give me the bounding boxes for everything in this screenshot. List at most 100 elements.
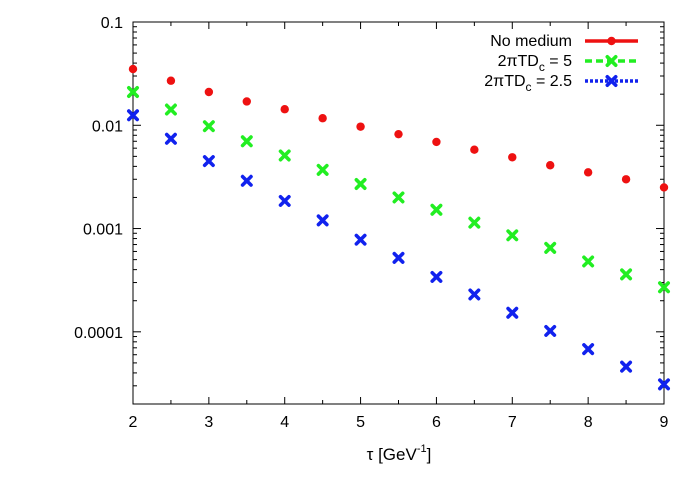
data-point-stroke	[430, 203, 443, 216]
data-point-stroke	[202, 155, 215, 168]
data-point-stroke	[582, 255, 595, 268]
data-point	[620, 360, 633, 373]
data-point-stroke	[240, 174, 253, 187]
legend-label-main: No medium	[490, 33, 572, 50]
data-point-stroke	[582, 343, 595, 356]
data-point	[278, 149, 291, 162]
data-point	[164, 132, 177, 145]
data-point	[582, 343, 595, 356]
x-tick-label: 4	[280, 414, 289, 431]
data-point-stroke	[164, 132, 177, 145]
x-axis-label: τ [GeV-1]	[367, 443, 432, 464]
x-tick-label: 9	[660, 414, 669, 431]
data-point	[657, 281, 671, 294]
x-tick-label: 8	[584, 414, 593, 431]
legend-marker	[605, 54, 618, 67]
series-2	[127, 109, 671, 391]
data-point	[432, 137, 441, 147]
legend-label-sub: c	[539, 60, 545, 74]
data-point	[430, 203, 443, 216]
data-point-stroke	[127, 109, 139, 122]
data-point-stroke	[544, 241, 557, 254]
data-point-stroke	[468, 216, 481, 229]
data-point	[659, 183, 669, 192]
legend-label: 2πTDc = 2.5	[484, 73, 572, 94]
data-point	[278, 194, 291, 207]
axis-ticks	[132, 21, 665, 404]
data-point-stroke	[506, 229, 519, 242]
data-point	[127, 109, 139, 122]
legend-marker	[607, 36, 616, 46]
data-point-stroke	[316, 214, 329, 227]
data-point-stroke	[240, 135, 253, 148]
data-point	[166, 76, 176, 85]
legend-label-sub: c	[526, 80, 532, 94]
data-point	[657, 378, 671, 391]
data-point-stroke	[620, 268, 633, 281]
data-point-stroke	[657, 281, 671, 294]
data-point-stroke	[127, 85, 139, 98]
data-point	[394, 129, 403, 139]
legend-label-tail: = 2.5	[532, 73, 573, 90]
legend-entry: 2πTDc = 2.5	[484, 73, 638, 94]
x-axis-label-main: τ [GeV	[367, 445, 418, 464]
data-point	[468, 216, 481, 229]
data-point	[354, 233, 367, 246]
data-point	[280, 105, 289, 114]
data-markers	[127, 64, 671, 391]
data-point-stroke	[544, 324, 557, 337]
data-point-stroke	[354, 233, 367, 246]
series-0	[128, 64, 669, 192]
data-point	[204, 87, 214, 97]
legend-label-main: 2πTD	[498, 53, 539, 70]
y-tick-label: 0.0001	[74, 325, 123, 342]
data-point	[620, 268, 633, 281]
legend-marker	[605, 75, 618, 87]
data-point	[316, 214, 329, 227]
data-point	[544, 241, 557, 254]
data-point-stroke	[620, 360, 633, 373]
data-point	[546, 161, 555, 170]
data-point	[202, 120, 215, 133]
y-tick-label: 0.001	[83, 222, 123, 239]
data-point	[316, 163, 329, 176]
data-point	[128, 64, 138, 74]
legend-label: No medium	[490, 33, 572, 50]
legend-marker-stroke	[605, 54, 618, 67]
data-point-stroke	[202, 120, 215, 133]
data-point-stroke	[392, 191, 405, 204]
x-axis-label-sup: -1	[417, 443, 427, 455]
data-point-stroke	[430, 270, 443, 283]
data-point	[392, 251, 405, 264]
data-point-stroke	[392, 251, 405, 264]
data-point-stroke	[354, 177, 367, 190]
legend-entry: No medium	[490, 33, 638, 50]
data-point	[392, 191, 405, 204]
y-tick-label: 0.1	[101, 15, 123, 32]
data-point	[127, 85, 139, 98]
data-point	[202, 155, 215, 168]
data-point	[506, 229, 519, 242]
data-point	[508, 153, 517, 162]
data-point-stroke	[278, 194, 291, 207]
legend-label: 2πTDc = 5	[498, 53, 573, 74]
x-tick-label: 7	[508, 414, 517, 431]
tick-labels: 2 3 4 5 6 7 8 9 0.1 0.01 0.001 0.0001	[74, 15, 668, 431]
data-point	[354, 177, 367, 190]
data-point	[470, 145, 479, 154]
data-point-stroke	[164, 103, 177, 116]
data-point	[242, 97, 251, 106]
data-point	[240, 174, 253, 187]
legend-marker-stroke	[605, 75, 618, 87]
data-point	[430, 270, 443, 283]
data-point	[318, 114, 327, 123]
data-point	[506, 306, 519, 319]
data-point	[544, 324, 557, 337]
x-tick-label: 2	[129, 414, 138, 431]
data-point-stroke	[506, 306, 519, 319]
x-tick-label: 6	[432, 414, 441, 431]
series-1	[127, 85, 671, 294]
data-point	[583, 168, 593, 177]
